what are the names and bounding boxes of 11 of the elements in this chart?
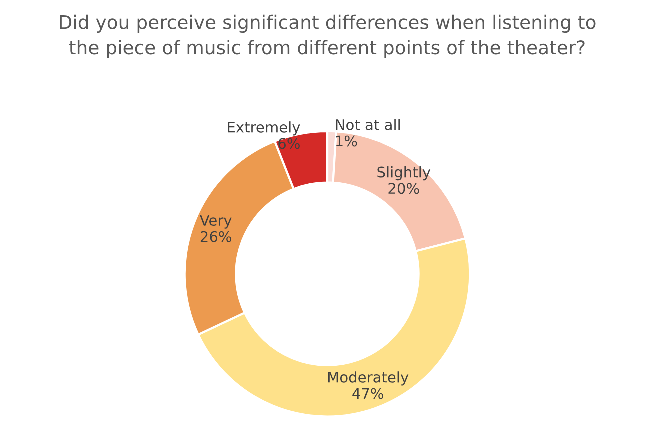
data-label: 26% xyxy=(200,231,232,242)
slice-label: Not at all xyxy=(336,119,400,130)
chart-title: Did you perceive significant differences when listening to the piece of music from different points of the theater? xyxy=(60,14,596,58)
data-label: 47% xyxy=(352,388,384,400)
data-label: 1% xyxy=(336,136,358,147)
data-label: 20% xyxy=(388,183,420,194)
slice-label: Slightly xyxy=(378,166,431,181)
data-label: 6% xyxy=(278,138,300,150)
slice-label: Extremely xyxy=(228,122,300,136)
slice-label: Very xyxy=(200,215,232,229)
slice-label: Moderately xyxy=(328,372,409,386)
